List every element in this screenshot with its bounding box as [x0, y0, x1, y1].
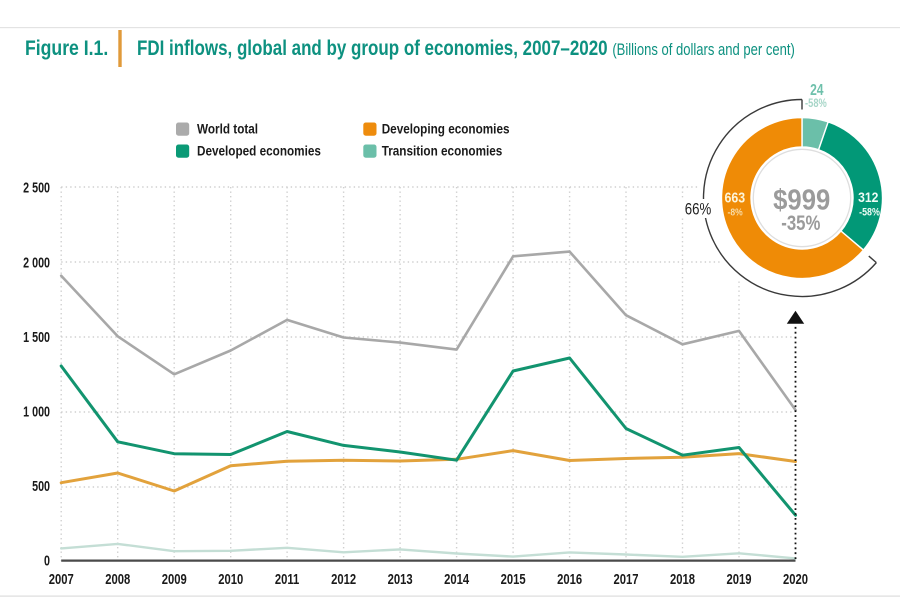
svg-text:Transition economies: Transition economies	[382, 144, 503, 159]
svg-text:500: 500	[32, 478, 50, 495]
svg-text:-8%: -8%	[728, 207, 744, 219]
svg-text:Developed economies: Developed economies	[197, 144, 321, 159]
svg-text:2015: 2015	[501, 571, 526, 588]
svg-text:2016: 2016	[557, 571, 582, 588]
svg-text:312: 312	[858, 189, 878, 205]
svg-text:2020: 2020	[783, 571, 808, 588]
svg-text:66%: 66%	[685, 200, 712, 219]
svg-text:Developing economies: Developing economies	[382, 122, 510, 137]
svg-text:-35%: -35%	[781, 212, 820, 235]
svg-text:World total: World total	[197, 122, 258, 137]
svg-text:2 000: 2 000	[23, 254, 50, 271]
svg-text:2009: 2009	[162, 571, 187, 588]
svg-text:2010: 2010	[218, 571, 243, 588]
svg-text:2014: 2014	[444, 571, 470, 588]
svg-text:2012: 2012	[331, 571, 356, 588]
svg-text:2007: 2007	[49, 571, 74, 588]
svg-text:2 500: 2 500	[23, 179, 50, 196]
svg-text:1 500: 1 500	[23, 328, 50, 345]
svg-text:2018: 2018	[670, 571, 695, 588]
svg-text:2011: 2011	[275, 571, 299, 588]
svg-text:$999: $999	[773, 183, 830, 216]
svg-text:2019: 2019	[726, 571, 751, 588]
svg-text:-58%: -58%	[859, 207, 880, 219]
svg-text:2008: 2008	[105, 571, 130, 588]
svg-text:2017: 2017	[613, 571, 638, 588]
svg-text:2013: 2013	[388, 571, 413, 588]
svg-text:0: 0	[44, 552, 50, 569]
svg-text:24: 24	[810, 82, 824, 99]
svg-text:663: 663	[724, 190, 745, 206]
svg-text:-58%: -58%	[805, 97, 827, 111]
svg-text:Figure I.1.: Figure I.1.	[25, 36, 108, 60]
svg-text:1 000: 1 000	[23, 403, 50, 420]
